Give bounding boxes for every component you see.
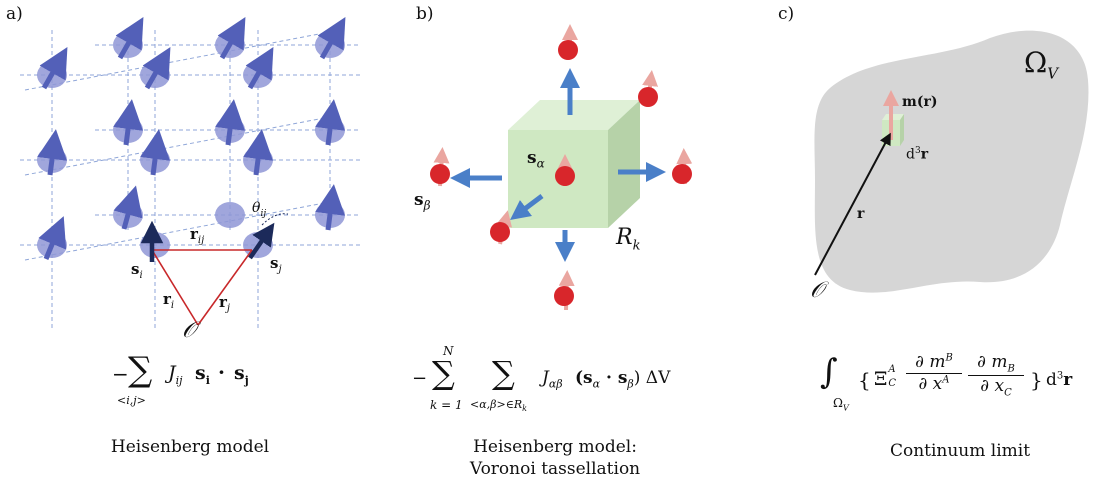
label-r: r: [857, 206, 865, 222]
formula-integral: ∫: [820, 352, 838, 392]
spin-site: [243, 129, 273, 176]
voronoi-cell-diagram: [430, 24, 693, 311]
panel-b-label: b): [416, 4, 434, 24]
volume-region: [814, 30, 1089, 293]
formula-sum-index: <i,j>: [117, 394, 146, 407]
spin-site: [140, 46, 171, 90]
heisenberg-lattice-diagram: [20, 16, 360, 330]
spin-site: [243, 46, 274, 90]
fraction-2-denominator: ∂ xC: [980, 376, 1012, 399]
formula-minus: −: [112, 362, 129, 386]
spin-left: [430, 147, 450, 187]
spin-site: [315, 16, 346, 60]
continuum-region-diagram: [814, 30, 1089, 293]
position-vector-r: [814, 132, 891, 276]
formula-brace-right: }: [1030, 368, 1043, 392]
spin-right: [672, 148, 693, 185]
theta-arc: [261, 213, 289, 226]
exchange-arrows: [450, 68, 666, 262]
spin-site: [113, 16, 144, 60]
spin-sites: [37, 16, 346, 260]
spin-site: [140, 129, 170, 176]
formula-coupling: Jij: [168, 362, 183, 387]
formula-integral-domain: ΩV: [833, 396, 849, 413]
formula-minus: −: [412, 368, 428, 389]
spin-site: [215, 16, 246, 60]
spin-site: [37, 216, 67, 260]
caption-c: Continuum limit: [889, 441, 1031, 461]
spin-bottom: [554, 270, 575, 311]
label-omega-v: ΩV: [1024, 46, 1059, 83]
caption-b-line2: Voronoi tassellation: [469, 459, 641, 479]
formula-spin-j: sj: [234, 362, 249, 387]
volume-element: [882, 90, 904, 146]
spin-site: [215, 99, 245, 146]
spin-site: [113, 185, 143, 230]
spin-j-arrow: [248, 222, 275, 260]
label-origin-c: 𝒪: [810, 278, 824, 303]
spin-site: [37, 129, 67, 176]
panel-b: b): [390, 0, 760, 490]
spin-site: [315, 99, 345, 146]
caption-b: Heisenberg model: Voronoi tassellation: [430, 436, 680, 480]
neighbor-spins: [430, 24, 693, 311]
formula-fraction-1: ∂ mB ∂ xA: [906, 352, 962, 394]
formula-sum-bottom: k = 1: [430, 398, 463, 412]
caption-b-line1: Heisenberg model:: [473, 437, 637, 457]
label-origin-a: 𝒪: [182, 318, 196, 343]
panel-c-label: c): [778, 4, 795, 24]
formula-dot: ·: [218, 360, 225, 384]
caption-a: Heisenberg model: [110, 437, 270, 457]
position-vectors: [151, 249, 253, 326]
panel-a-label: a): [6, 4, 23, 24]
panel-a: a): [0, 0, 380, 490]
fraction-1-denominator: ∂ xA: [918, 374, 950, 394]
label-r-j: rj: [219, 293, 231, 314]
label-s-beta: sβ: [414, 190, 431, 213]
spin-site: [113, 99, 143, 146]
fraction-1-numerator: ∂ mB: [906, 352, 962, 374]
spin-top-right: [638, 70, 659, 107]
formula-spin-product: (sα · sβ) ΔV: [575, 368, 671, 391]
spin-site: [215, 202, 245, 228]
formula-d3r: d3r: [1046, 370, 1073, 390]
spin-top: [558, 24, 578, 60]
formula-sum-top: N: [443, 344, 454, 358]
label-region-rk: Rk: [616, 225, 641, 254]
lattice-grid: [20, 29, 360, 330]
fraction-2-numerator: ∂ mB: [968, 352, 1024, 377]
formula-brace-left: {: [858, 368, 871, 392]
formula-fraction-2: ∂ mB ∂ xC: [968, 352, 1024, 399]
formula-sum2-index: <α,β>∈Rk: [470, 398, 528, 414]
label-s-j: sj: [270, 254, 282, 275]
spin-site: [315, 184, 345, 231]
formula-sum2-symbol: ∑: [492, 354, 515, 392]
spin-site: [37, 46, 68, 90]
spin-front: [490, 210, 512, 245]
spin-center: [555, 154, 575, 186]
formula-sum-symbol: ∑: [128, 350, 153, 390]
formula-heisenberg: − ∑ <i,j> Jij si · sj: [112, 350, 352, 410]
label-m-r: m(r): [902, 94, 938, 110]
label-d3r: d3r: [906, 146, 929, 163]
label-s-alpha: sα: [527, 148, 545, 171]
formula-coupling: Jαβ: [542, 368, 563, 391]
label-theta: θij: [252, 200, 267, 219]
label-s-i: si: [131, 260, 143, 281]
label-r-i: ri: [163, 290, 175, 311]
formula-voronoi: − N ∑ k = 1 ∑ <α,β>∈Rk Jαβ (sα · sβ) ΔV: [412, 344, 752, 426]
formula-sum-symbol: ∑: [432, 354, 455, 392]
label-r-ij: rij: [190, 225, 205, 246]
formula-spin-i: si: [195, 362, 210, 387]
